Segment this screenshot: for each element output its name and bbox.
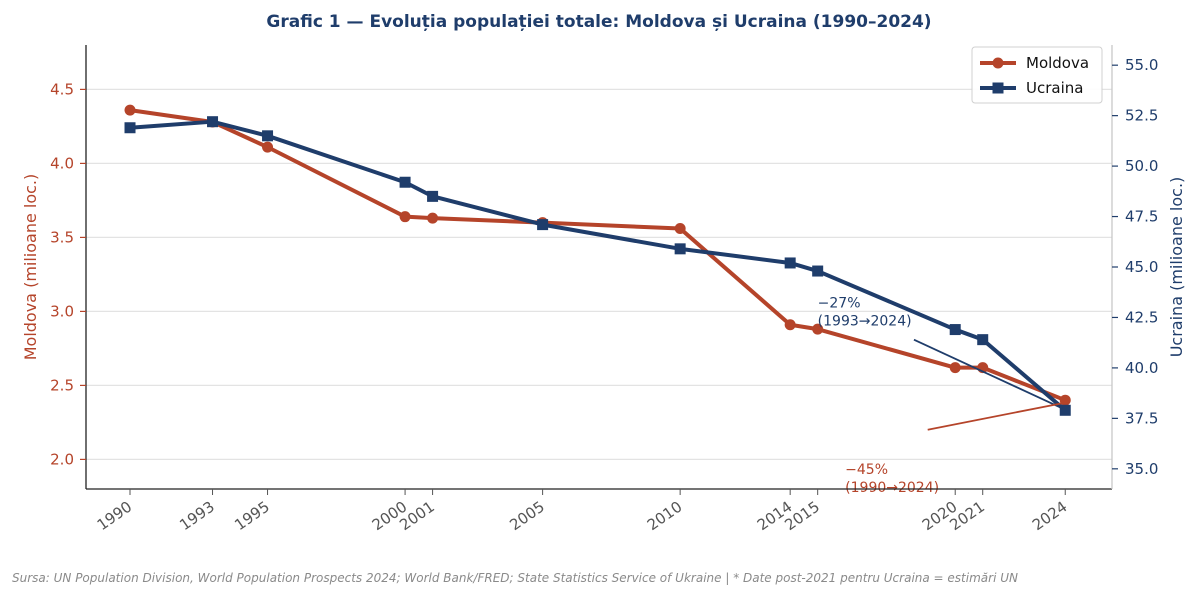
y-left-tick-label: 4.0 [50, 154, 74, 172]
y-left-tick-label: 4.5 [50, 80, 74, 98]
legend-label-ucraina: Ucraina [1026, 79, 1083, 97]
annotation-sublabel-moldova-change: (1990→2024) [845, 480, 939, 496]
data-point-moldova-2010 [674, 223, 686, 235]
data-point-moldova-1990 [124, 104, 136, 116]
x-tick-label: 2010 [644, 498, 686, 535]
y-left-tick-label: 3.0 [50, 302, 74, 320]
data-point-moldova-2014 [784, 319, 796, 331]
x-tick-label: 1995 [231, 498, 273, 535]
y-right-tick-label: 42.5 [1125, 308, 1158, 326]
y-axis-right-label: Ucraina (milioane loc.) [1167, 177, 1186, 358]
data-point-ucraina-2020 [949, 324, 961, 336]
data-point-ucraina-2015 [812, 265, 824, 277]
annotations-layer: −27% (1993→2024) −45% (1990→2024) [818, 295, 1063, 496]
series-moldova [124, 104, 1071, 406]
x-tick-label: 2024 [1029, 498, 1071, 535]
data-point-moldova-2024 [1059, 394, 1071, 406]
legend-entry-ucraina: Ucraina [980, 79, 1083, 97]
y-left-tick-label: 2.5 [50, 376, 74, 394]
y-right-tick-label: 55.0 [1125, 56, 1158, 74]
y-right-tick-label: 45.0 [1125, 258, 1158, 276]
x-tick-label: 1990 [94, 498, 136, 535]
data-point-ucraina-1993 [207, 116, 219, 128]
data-point-ucraina-2024 [1059, 404, 1071, 416]
y-right-tick-label: 35.0 [1125, 460, 1158, 478]
chart-title: Grafic 1 — Evoluția populației totale: M… [266, 12, 931, 32]
source-note: Sursa: UN Population Division, World Pop… [12, 571, 1018, 585]
y-right-tick-label: 37.5 [1125, 409, 1158, 427]
series-line-moldova [129, 108, 1066, 403]
y-right-tick-label: 47.5 [1125, 208, 1158, 226]
y-right-tick-label: 52.5 [1125, 107, 1158, 125]
annotation-label-moldova-change: −45% [845, 462, 888, 478]
data-point-moldova-2015 [812, 323, 824, 335]
legend-marker-square [992, 82, 1004, 94]
legend: Moldova Ucraina [971, 46, 1103, 104]
series-line-ucraina [129, 119, 1067, 412]
series-ucraina [124, 116, 1071, 416]
y-right-tick-label: 50.0 [1125, 157, 1158, 175]
data-point-ucraina-2021 [977, 334, 989, 346]
gridlines [86, 88, 1112, 460]
annotation-sublabel-ukraine-change: (1993→2024) [818, 313, 912, 329]
data-point-ucraina-2001 [427, 190, 439, 202]
data-point-ucraina-2010 [674, 243, 686, 255]
y-right-tick-label: 40.0 [1125, 359, 1158, 377]
y-left-tick-label: 3.5 [50, 228, 74, 246]
data-point-ucraina-2014 [784, 257, 796, 269]
legend-marker-circle [992, 57, 1004, 69]
annotation-arrow-ukraine-change [913, 338, 1063, 410]
annotation-label-ukraine-change: −27% [818, 295, 861, 311]
x-tick-label: 1993 [176, 498, 218, 535]
y-axis-left-label: Moldova (milioane loc.) [21, 174, 40, 361]
annotation-arrow-moldova-change [927, 402, 1063, 431]
data-point-ucraina-2000 [399, 176, 411, 188]
y-left-tick-label: 2.0 [50, 450, 74, 468]
legend-label-moldova: Moldova [1026, 54, 1089, 72]
series-layer [124, 104, 1071, 416]
legend-entry-moldova: Moldova [980, 54, 1089, 72]
data-point-ucraina-1990 [124, 122, 136, 134]
data-point-ucraina-1995 [262, 130, 274, 142]
data-point-ucraina-2005 [537, 219, 549, 231]
data-point-moldova-1995 [262, 141, 274, 153]
data-point-moldova-2000 [399, 211, 411, 223]
data-point-moldova-2020 [949, 362, 961, 374]
x-tick-label: 2005 [506, 498, 548, 535]
data-point-moldova-2001 [427, 212, 439, 224]
